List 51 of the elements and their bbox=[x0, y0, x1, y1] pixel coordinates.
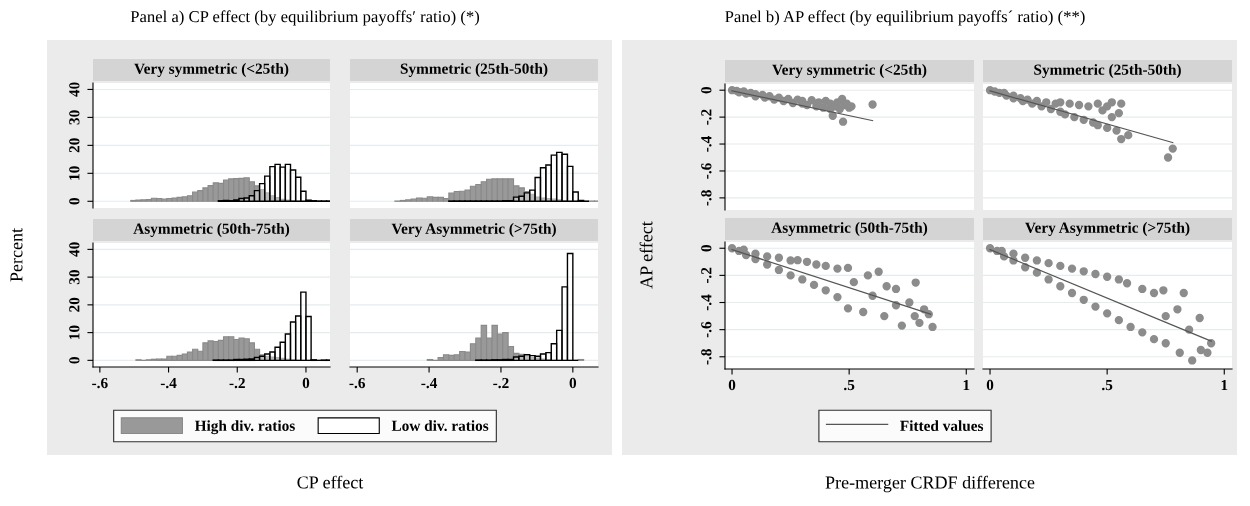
chart-title: Very symmetric (<25th) bbox=[134, 63, 289, 77]
y-axis-title: Percent bbox=[10, 228, 23, 282]
chart-title: Asymmetric (50th-75th) bbox=[133, 223, 290, 237]
legend-label: Low div. ratios bbox=[391, 420, 489, 432]
legend-label: Fitted values bbox=[900, 420, 984, 432]
y-tick-label: 20 bbox=[69, 297, 80, 312]
y-tick-label: 10 bbox=[69, 166, 80, 180]
y-tick-label: -.2 bbox=[701, 267, 712, 284]
x-tick-label: .5 bbox=[844, 380, 855, 391]
y-tick-label: 30 bbox=[69, 110, 80, 125]
chart-title: Very Asymmetric (>75th) bbox=[391, 223, 556, 237]
chart-title: Very symmetric (<25th) bbox=[772, 64, 927, 78]
x-tick-label: -.2 bbox=[229, 377, 245, 389]
x-tick-label: -.2 bbox=[493, 377, 509, 389]
x-tick-label: 0 bbox=[728, 379, 736, 391]
x-axis-title: Pre-merger CRDF difference bbox=[825, 475, 1035, 493]
y-tick-label: -.2 bbox=[701, 109, 712, 125]
y-tick-label: -.6 bbox=[701, 321, 712, 338]
y-tick-label: -.4 bbox=[701, 294, 712, 311]
y-tick-label: -.6 bbox=[701, 163, 712, 179]
x-tick-label: -.4 bbox=[421, 377, 438, 389]
y-tick-label: 0 bbox=[701, 86, 712, 94]
x-tick-label: -.6 bbox=[349, 377, 366, 389]
y-tick-label: 0 bbox=[701, 245, 712, 252]
y-tick-label: 20 bbox=[69, 138, 80, 153]
y-axis-title: AP effect bbox=[639, 221, 653, 289]
y-tick-label: -.8 bbox=[701, 349, 712, 365]
x-axis-title: CP effect bbox=[297, 475, 364, 489]
chart-title: Very Asymmetric (>75th) bbox=[1025, 222, 1190, 236]
y-tick-label: 0 bbox=[69, 198, 80, 205]
x-tick-label: 1 bbox=[1221, 379, 1228, 391]
y-tick-label: 30 bbox=[69, 270, 80, 285]
legend-label: High div. ratios bbox=[194, 420, 295, 435]
x-tick-label: -.4 bbox=[160, 377, 177, 389]
chart-title: Symmetric (25th-50th) bbox=[1034, 64, 1181, 78]
y-tick-label: -.8 bbox=[701, 190, 712, 206]
chart-title: Symmetric (25th-50th) bbox=[400, 63, 548, 77]
text: Panel a) CP effect (by equilibrium payoffs′ ratio) (*) bbox=[130, 10, 480, 26]
y-tick-label: 40 bbox=[69, 82, 80, 97]
x-tick-label: 0 bbox=[986, 379, 994, 391]
y-tick-label: 40 bbox=[69, 242, 80, 257]
y-tick-label: 0 bbox=[69, 357, 80, 364]
text: Panel b) AP effect (by equilibrium payoffs´ ratio) (**) bbox=[725, 10, 1085, 26]
y-tick-label: 10 bbox=[69, 325, 80, 340]
x-tick-label: -.6 bbox=[92, 377, 108, 389]
x-tick-label: 1 bbox=[963, 379, 970, 391]
x-tick-label: 0 bbox=[302, 377, 310, 389]
x-tick-label: 0 bbox=[569, 377, 577, 389]
x-tick-label: .5 bbox=[1102, 380, 1113, 391]
chart-title: Asymmetric (50th-75th) bbox=[771, 222, 928, 236]
y-tick-label: -.4 bbox=[701, 136, 712, 152]
